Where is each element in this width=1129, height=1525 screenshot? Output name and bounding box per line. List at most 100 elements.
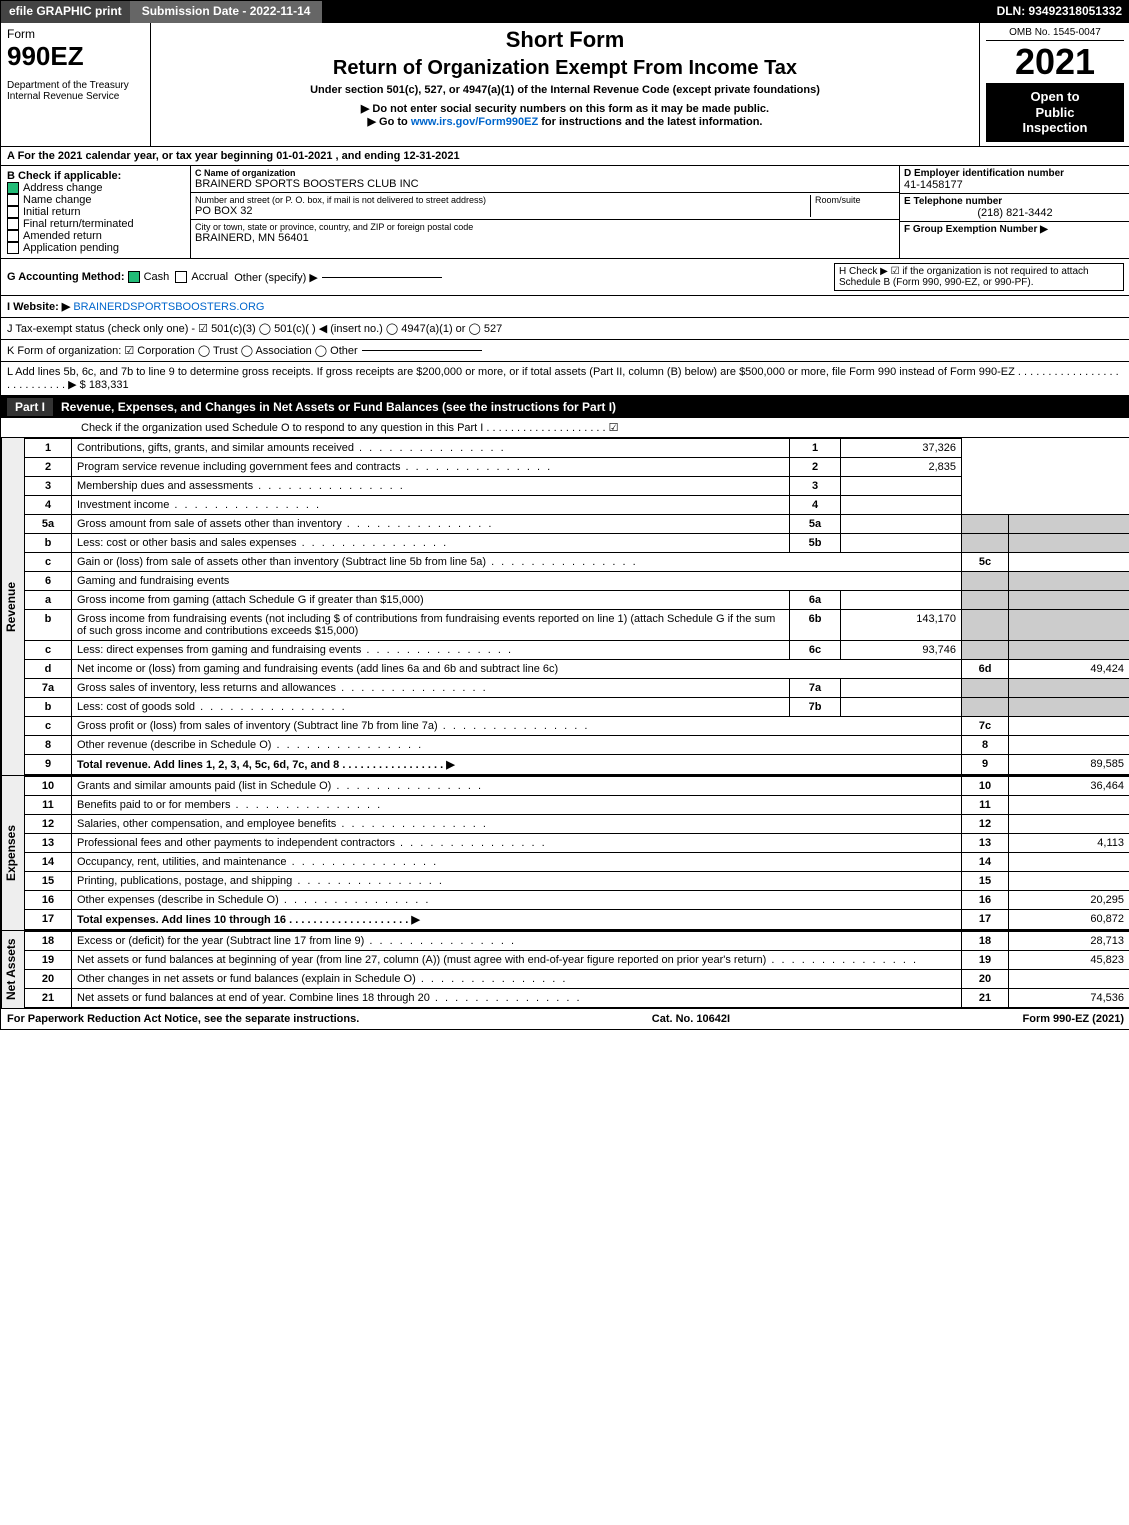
b17: 17 — [962, 910, 1009, 930]
n14: 14 — [25, 853, 72, 872]
b6d: 6d — [962, 660, 1009, 679]
d10: Grants and similar amounts paid (list in… — [72, 777, 962, 796]
sv6b: 143,170 — [841, 610, 962, 641]
b11: 11 — [962, 796, 1009, 815]
a9: 89,585 — [1009, 755, 1129, 775]
b13: 13 — [962, 834, 1009, 853]
line-l: L Add lines 5b, 6c, and 7b to line 9 to … — [1, 362, 1129, 396]
irs: Internal Revenue Service — [7, 91, 144, 102]
netassets-table: 18Excess or (deficit) for the year (Subt… — [24, 931, 1129, 1008]
d6b: Gross income from fundraising events (no… — [72, 610, 790, 641]
d11: Benefits paid to or for members — [72, 796, 962, 815]
check-initial-return[interactable] — [7, 206, 19, 218]
a7c — [1009, 717, 1129, 736]
k-other-input[interactable] — [362, 350, 482, 351]
g-other-input[interactable] — [322, 277, 442, 278]
a20 — [1009, 970, 1129, 989]
part1-header: Part I Revenue, Expenses, and Changes in… — [1, 396, 1129, 418]
a16: 20,295 — [1009, 891, 1129, 910]
k-text: K Form of organization: ☑ Corporation ◯ … — [7, 344, 358, 357]
n2: 2 — [25, 458, 72, 477]
check-pending[interactable] — [7, 242, 19, 254]
d18: Excess or (deficit) for the year (Subtra… — [72, 932, 962, 951]
omb: OMB No. 1545-0047 — [986, 27, 1124, 41]
a18: 28,713 — [1009, 932, 1129, 951]
sb6a: 6a — [790, 591, 841, 610]
d9: Total revenue. Add lines 1, 2, 3, 4, 5c,… — [77, 759, 455, 771]
sh6c — [962, 641, 1009, 660]
d5c: Gain or (loss) from sale of assets other… — [72, 553, 962, 572]
subtitle-2: ▶ Do not enter social security numbers o… — [157, 102, 973, 115]
room-suite-lbl: Room/suite — [810, 195, 895, 217]
d6c: Less: direct expenses from gaming and fu… — [77, 644, 513, 656]
d2: Program service revenue including govern… — [72, 458, 790, 477]
n6a: a — [25, 591, 72, 610]
sv6a — [841, 591, 962, 610]
sh7b — [962, 698, 1009, 717]
check-name-change[interactable] — [7, 194, 19, 206]
check-final-return[interactable] — [7, 218, 19, 230]
g-cash: Cash — [144, 271, 170, 283]
a19: 45,823 — [1009, 951, 1129, 970]
n18: 18 — [25, 932, 72, 951]
sv7b — [841, 698, 962, 717]
check-cash[interactable] — [128, 271, 140, 283]
check-address-change[interactable] — [7, 182, 19, 194]
d8: Other revenue (describe in Schedule O) — [72, 736, 962, 755]
b10: 10 — [962, 777, 1009, 796]
website-link[interactable]: BRAINERDSPORTSBOOSTERS.ORG — [73, 301, 264, 313]
n9: 9 — [25, 755, 72, 775]
dept-treasury: Department of the Treasury — [7, 80, 144, 91]
telephone: (218) 821-3442 — [904, 207, 1126, 219]
line-h: H Check ▶ ☑ if the organization is not r… — [834, 263, 1124, 291]
b-opt-2: Initial return — [23, 206, 80, 218]
efile-print-button[interactable]: efile GRAPHIC print — [1, 1, 130, 23]
expenses-section: Expenses 10Grants and similar amounts pa… — [1, 776, 1129, 931]
section-b: B Check if applicable: Address change Na… — [1, 166, 191, 259]
d7a: Gross sales of inventory, less returns a… — [77, 682, 488, 694]
open1: Open to — [990, 89, 1120, 105]
check-amended[interactable] — [7, 230, 19, 242]
main-title: Return of Organization Exempt From Incom… — [157, 57, 973, 80]
revenue-label: Revenue — [1, 438, 24, 775]
n8: 8 — [25, 736, 72, 755]
n10: 10 — [25, 777, 72, 796]
d4: Investment income — [72, 496, 790, 515]
tax-year: 2021 — [986, 41, 1124, 83]
b-opt-4: Amended return — [23, 230, 102, 242]
sb6b: 6b — [790, 610, 841, 641]
a12 — [1009, 815, 1129, 834]
part1-title: Revenue, Expenses, and Changes in Net As… — [61, 400, 616, 414]
b1: 1 — [790, 439, 841, 458]
n6c: c — [25, 641, 72, 660]
n6d: d — [25, 660, 72, 679]
header-right: OMB No. 1545-0047 2021 Open to Public In… — [980, 23, 1129, 146]
expenses-table: 10Grants and similar amounts paid (list … — [24, 776, 1129, 930]
a3 — [841, 477, 962, 496]
a14 — [1009, 853, 1129, 872]
n6b: b — [25, 610, 72, 641]
org-name: BRAINERD SPORTS BOOSTERS CLUB INC — [195, 178, 895, 190]
a6d: 49,424 — [1009, 660, 1129, 679]
n17: 17 — [25, 910, 72, 930]
open3: Inspection — [990, 120, 1120, 136]
c-addr-lbl: Number and street (or P. O. box, if mail… — [195, 195, 810, 205]
sb7a: 7a — [790, 679, 841, 698]
sh7a — [962, 679, 1009, 698]
a17: 60,872 — [1009, 910, 1129, 930]
check-accrual[interactable] — [175, 271, 187, 283]
d3: Membership dues and assessments — [72, 477, 790, 496]
d12: Salaries, other compensation, and employ… — [72, 815, 962, 834]
d6d: Net income or (loss) from gaming and fun… — [72, 660, 962, 679]
sv5b — [841, 534, 962, 553]
n3: 3 — [25, 477, 72, 496]
b3: 3 — [790, 477, 841, 496]
sv7a — [841, 679, 962, 698]
sha6b — [1009, 610, 1129, 641]
part1-label: Part I — [7, 398, 53, 416]
d14: Occupancy, rent, utilities, and maintena… — [72, 853, 962, 872]
header-center: Short Form Return of Organization Exempt… — [151, 23, 980, 146]
irs-link[interactable]: www.irs.gov/Form990EZ — [411, 116, 538, 128]
sub3-a: ▶ Go to — [368, 116, 411, 128]
i-label: I Website: ▶ — [7, 300, 70, 313]
